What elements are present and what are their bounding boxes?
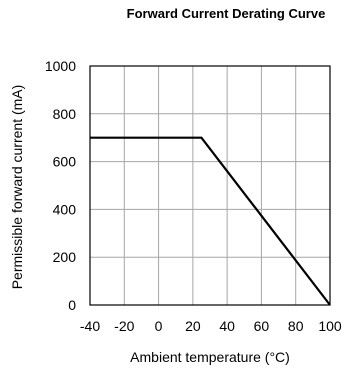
- series-group: [90, 136, 331, 306]
- x-tick-label: 80: [288, 318, 304, 334]
- y-tick-label: 200: [53, 249, 77, 265]
- x-tick-label: 100: [318, 318, 342, 334]
- plot-frame: [89, 65, 331, 306]
- x-tick-label: 0: [155, 318, 163, 334]
- y-tick-label: 800: [53, 106, 77, 122]
- x-axis-label: Ambient temperature (°C): [130, 349, 290, 365]
- x-tick-label: 20: [185, 318, 201, 334]
- x-tick-label: 40: [219, 318, 235, 334]
- y-tick-labels: 0 200 400 600 800 1000: [45, 58, 76, 313]
- x-tick-label: -40: [80, 318, 100, 334]
- x-tick-labels: -40 -20 0 20 40 60 80 100: [80, 318, 342, 334]
- grid: [90, 66, 330, 305]
- y-axis-label: Permissible forward current (mA): [9, 85, 25, 290]
- y-tick-label: 0: [68, 297, 76, 313]
- series-line-0: [90, 136, 331, 306]
- y-tick-label: 600: [53, 154, 77, 170]
- y-tick-label: 1000: [45, 58, 76, 74]
- x-tick-label: -20: [114, 318, 134, 334]
- chart-title: Forward Current Derating Curve: [127, 6, 326, 21]
- y-tick-label: 400: [53, 201, 77, 217]
- x-tick-label: 60: [254, 318, 270, 334]
